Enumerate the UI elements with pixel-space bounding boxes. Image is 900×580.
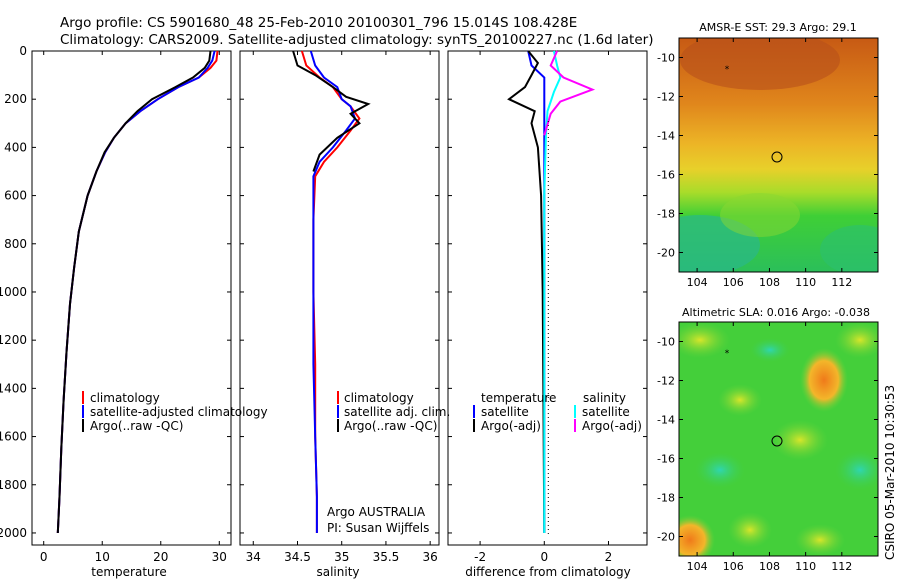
sst-map-title: AMSR-E SST: 29.3 Argo: 29.1 — [699, 21, 857, 34]
map-x-tick-label: 110 — [795, 276, 816, 289]
legend-label: satellite adj. clim. — [344, 405, 450, 419]
station-marker: * — [725, 65, 730, 75]
series-line-argo-adj- — [507, 50, 546, 534]
series-line-argo-adj- — [543, 50, 596, 136]
legend-label: Argo(..raw -QC) — [344, 419, 437, 433]
map-y-tick-label: -12 — [657, 375, 675, 388]
series-line-satellite-adj-clim- — [309, 50, 357, 533]
x-tick-label: -2 — [474, 550, 486, 564]
x-tick-label: 0 — [40, 550, 48, 564]
annotation-line-1: Argo AUSTRALIA — [327, 505, 426, 519]
series-line-satellite-adjusted-climatology — [56, 50, 216, 534]
map-x-tick-label: 112 — [831, 276, 852, 289]
x-tick-label: 35.5 — [373, 550, 400, 564]
salinity-xlabel: salinity — [316, 565, 359, 579]
salinity-panel — [239, 50, 440, 546]
series-line-satellite — [543, 50, 562, 533]
header-line-2: Climatology: CARS2009. Satellite-adjuste… — [60, 32, 653, 48]
depth-tick-labels: 0 200 400 600 800 1000 1200 1400 1600 1800 2000 — [0, 44, 647, 540]
x-tick-label: 0 — [540, 550, 548, 564]
map-x-tick-label: 108 — [759, 276, 780, 289]
argo-float-marker — [771, 151, 783, 163]
map-y-tick-label: -12 — [657, 91, 675, 104]
map-y-tick-label: -10 — [657, 52, 675, 65]
depth-tick-label: 1600 — [0, 430, 27, 444]
salinity-legend: climatology satellite adj. clim. Argo(..… — [327, 391, 450, 535]
temperature-series: 0 10 20 30 — [40, 50, 227, 564]
map-x-tick-label: 108 — [759, 560, 780, 573]
legend-label: Argo(-adj) — [582, 419, 642, 433]
x-tick-label: 20 — [153, 550, 168, 564]
depth-tick-label: 0 — [19, 44, 27, 58]
legend-label: Argo(..raw -QC) — [90, 419, 183, 433]
sla-map-ticks: 104 106 108 110 112 -10 -12 -14 -16 -18 -20 — [657, 322, 878, 573]
depth-tick-label: 800 — [4, 237, 27, 251]
map-y-tick-label: -16 — [657, 453, 675, 466]
side-credit-label: CSIRO 05-Mar-2010 10:30:53 — [883, 385, 897, 560]
series-line-argo-raw-qc- — [56, 50, 212, 534]
depth-tick-label: 200 — [4, 92, 27, 106]
x-tick-label: 34 — [246, 550, 261, 564]
series-line-argo-raw-qc- — [292, 50, 371, 172]
map-y-tick-label: -10 — [657, 336, 675, 349]
depth-tick-label: 1200 — [0, 333, 27, 347]
legend-label: satellite — [582, 405, 630, 419]
depth-tick-label: 1800 — [0, 478, 27, 492]
x-tick-label: 35 — [334, 550, 349, 564]
legend-label: climatology — [344, 391, 414, 405]
map-y-tick-label: -16 — [657, 169, 675, 182]
depth-tick-label: 1000 — [0, 285, 27, 299]
difference-panel — [447, 50, 648, 546]
map-x-tick-label: 112 — [831, 560, 852, 573]
depth-tick-label: 1400 — [0, 381, 27, 395]
x-tick-label: 36 — [423, 550, 438, 564]
x-tick-label: 30 — [212, 550, 227, 564]
legend-label: satellite-adjusted climatology — [90, 405, 268, 419]
sst-map-ticks: 104 106 108 110 112 -10 -12 -14 -16 -18 -20 — [657, 38, 878, 289]
salinity-series: 34 34.5 35 35.5 36 — [246, 50, 438, 564]
map-y-tick-label: -20 — [657, 247, 675, 260]
map-y-tick-label: -20 — [657, 531, 675, 544]
depth-tick-label: 600 — [4, 189, 27, 203]
sla-map-field — [679, 322, 878, 556]
sla-map-title: Altimetric SLA: 0.016 Argo: -0.038 — [682, 306, 870, 319]
legend-label: Argo(-adj) — [481, 419, 541, 433]
map-y-tick-label: -14 — [657, 414, 675, 427]
map-x-tick-label: 106 — [723, 560, 744, 573]
difference-legend: temperature salinity satellite Argo(-adj… — [473, 391, 642, 433]
legend-label: climatology — [90, 391, 160, 405]
annotation-line-2: PI: Susan Wijffels — [327, 521, 429, 535]
x-tick-label: 10 — [95, 550, 110, 564]
temperature-legend: climatology satellite-adjusted climatolo… — [82, 391, 268, 433]
station-marker: * — [725, 349, 730, 359]
legend-label: satellite — [481, 405, 529, 419]
sla-map-frame — [678, 321, 879, 557]
sst-map-field — [679, 38, 878, 272]
temperature-xlabel: temperature — [91, 565, 166, 579]
difference-series: -2 0 2 — [474, 50, 613, 564]
map-y-tick-label: -14 — [657, 130, 675, 143]
map-x-tick-label: 104 — [687, 276, 708, 289]
legend-header-salinity: salinity — [583, 391, 626, 405]
depth-tick-label: 400 — [4, 140, 27, 154]
map-y-tick-label: -18 — [657, 492, 675, 505]
map-x-tick-label: 104 — [687, 560, 708, 573]
map-y-tick-label: -18 — [657, 208, 675, 221]
map-x-tick-label: 106 — [723, 276, 744, 289]
series-line-climatology — [56, 50, 219, 534]
depth-tick-label: 2000 — [0, 526, 27, 540]
legend-header-temperature: temperature — [481, 391, 556, 405]
difference-xlabel: difference from climatology — [465, 565, 631, 579]
x-tick-label: 2 — [605, 550, 613, 564]
sst-map-frame — [678, 37, 879, 273]
header-line-1: Argo profile: CS 5901680_48 25-Feb-2010 … — [60, 15, 577, 31]
x-tick-label: 34.5 — [284, 550, 311, 564]
argo-float-marker — [771, 435, 783, 447]
map-x-tick-label: 110 — [795, 560, 816, 573]
temperature-panel — [31, 50, 232, 546]
